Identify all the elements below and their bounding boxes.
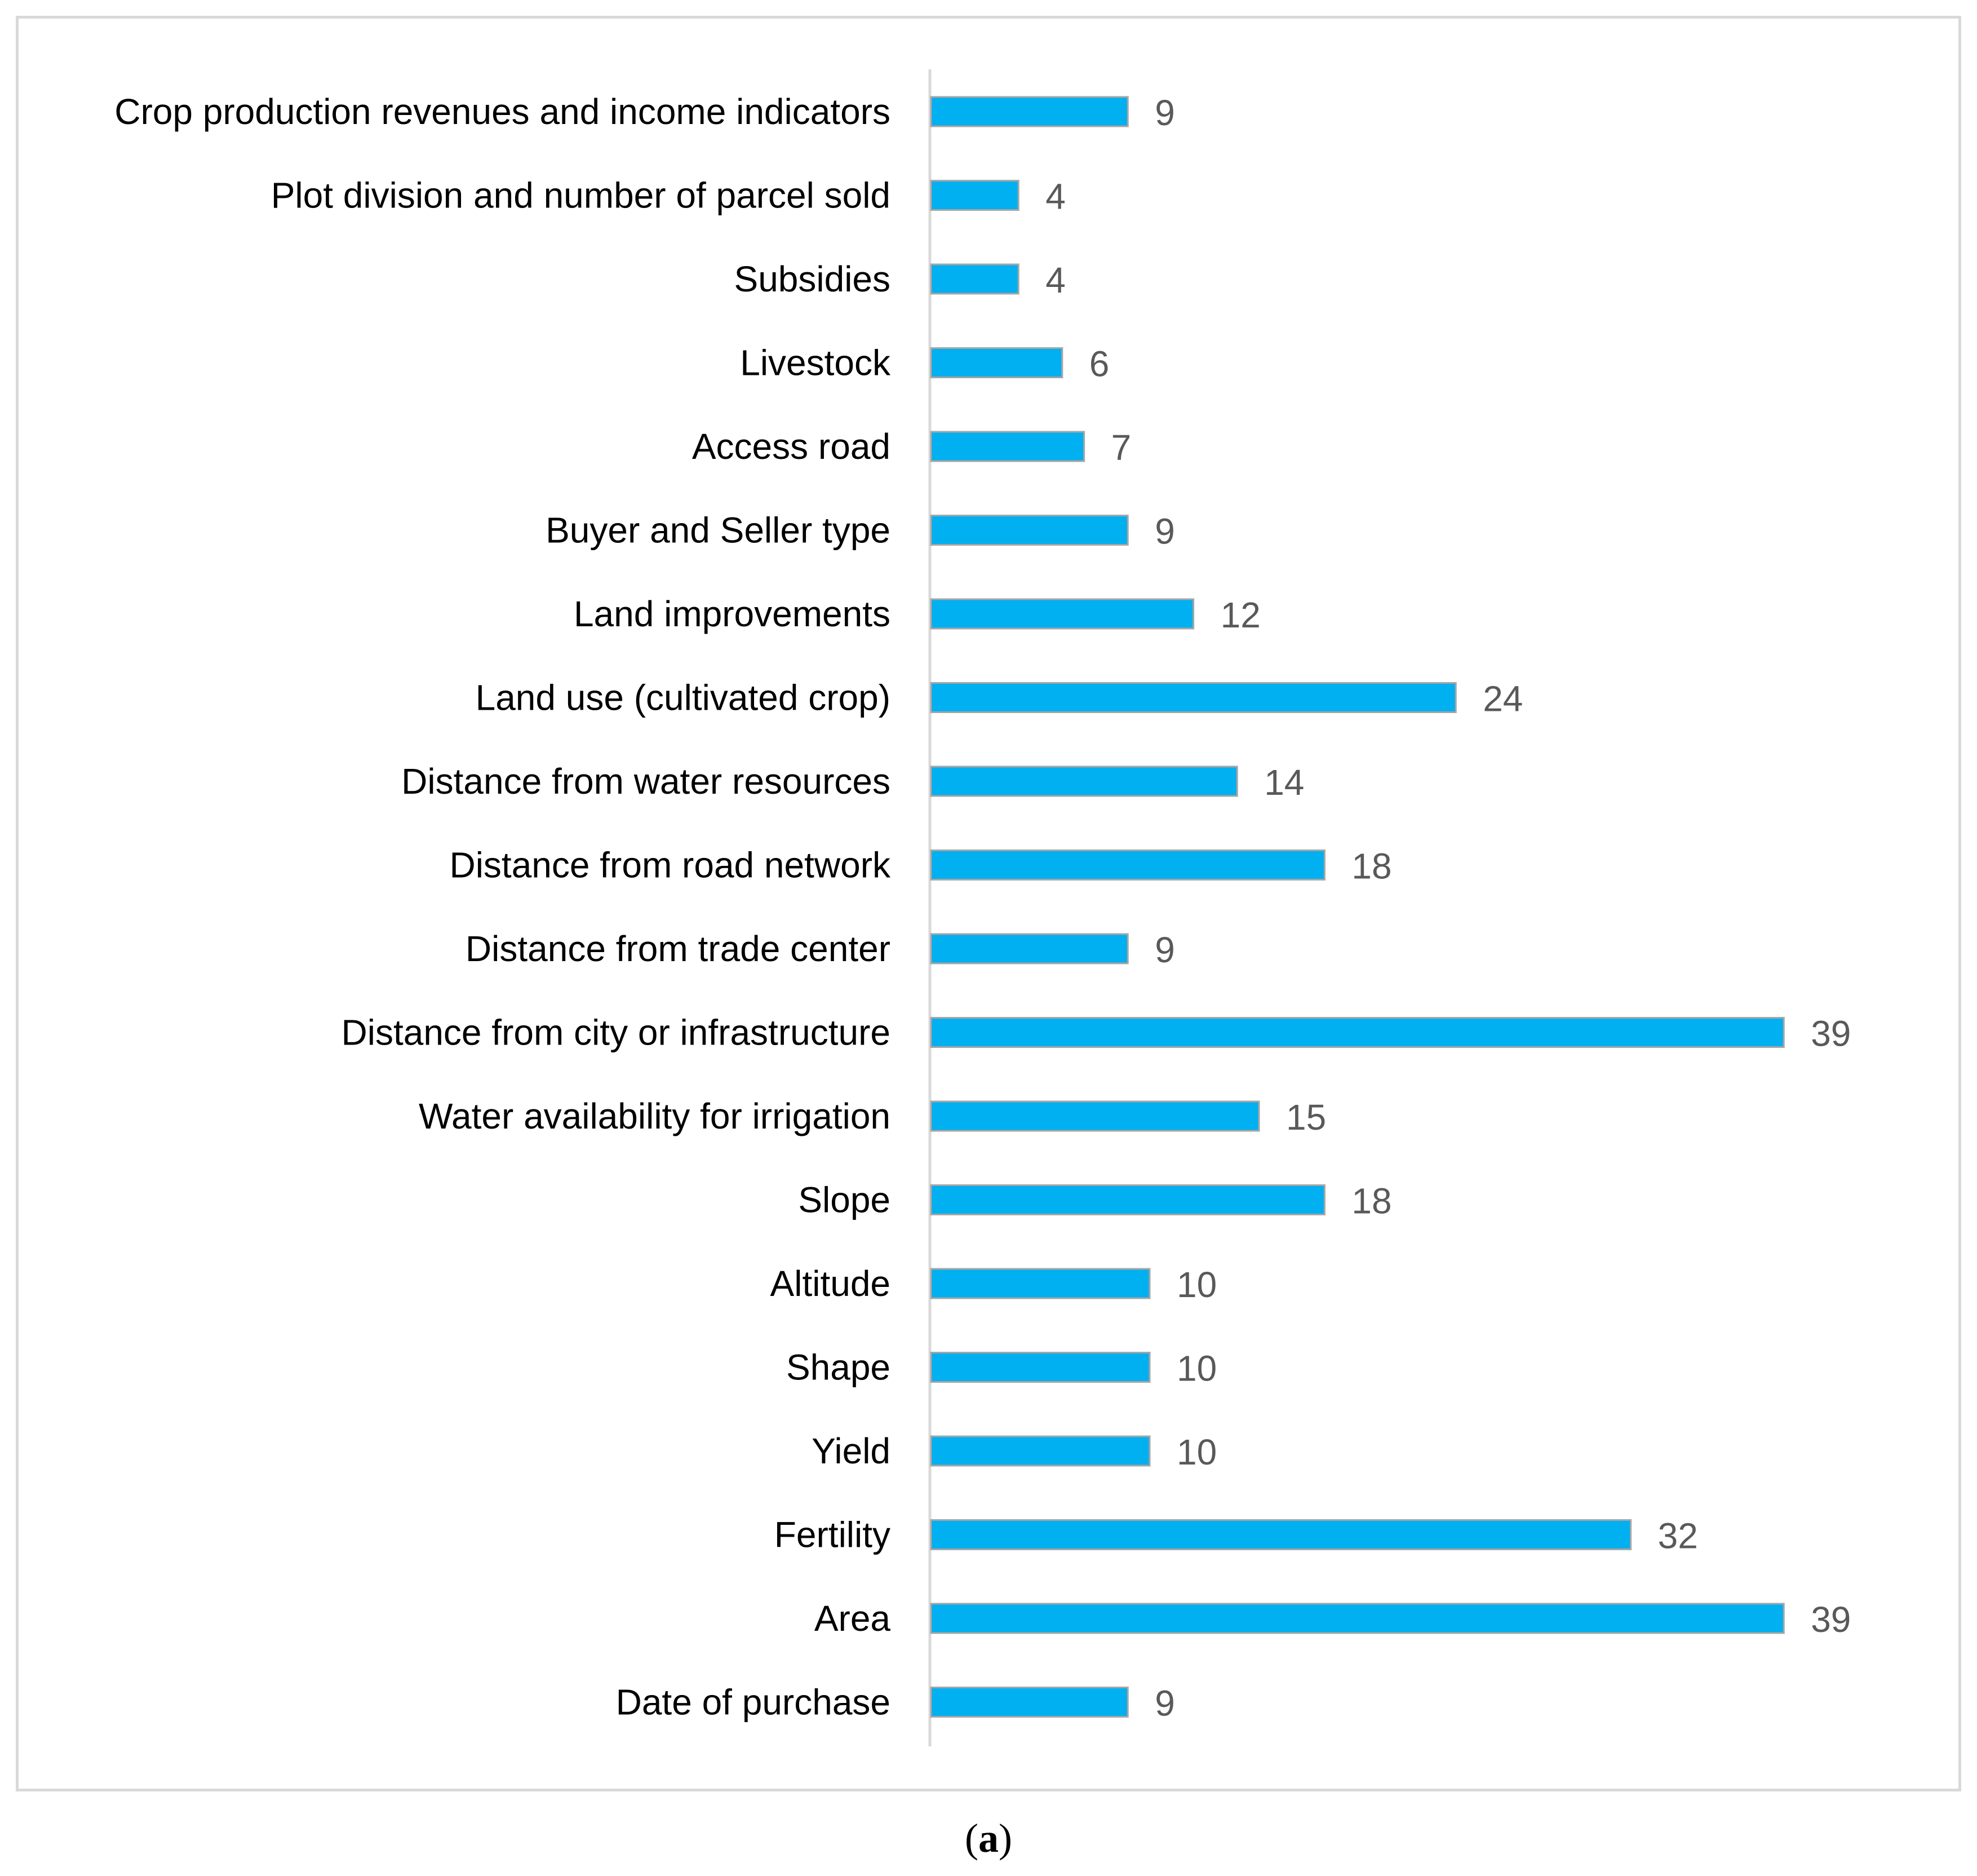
category-label: Buyer and Seller type (546, 510, 890, 551)
category-label: Fertility (774, 1515, 890, 1555)
bar (930, 347, 1063, 378)
category-label: Date of purchase (616, 1682, 890, 1723)
category-label: Area (814, 1598, 891, 1639)
data-label: 18 (1351, 1181, 1391, 1222)
bar (930, 1435, 1151, 1467)
data-label: 4 (1045, 176, 1066, 217)
data-label: 39 (1811, 1599, 1851, 1640)
data-label: 9 (1155, 92, 1175, 133)
bar (930, 1184, 1326, 1215)
caption-open: ( (965, 1816, 978, 1861)
data-label: 10 (1177, 1348, 1217, 1389)
category-label: Plot division and number of parcel sold (271, 175, 890, 216)
chart-frame: Crop production revenues and income indi… (16, 16, 1961, 1791)
category-label: Access road (692, 426, 890, 467)
bar-chart: Crop production revenues and income indi… (114, 69, 1851, 1746)
category-label: Land improvements (574, 594, 890, 634)
bar (930, 682, 1457, 713)
category-label: Water availability for irrigation (419, 1096, 890, 1136)
data-label: 18 (1351, 846, 1391, 887)
category-label: Land use (cultivated crop) (476, 678, 890, 718)
data-label: 4 (1045, 260, 1066, 300)
category-label: Subsidies (734, 259, 891, 299)
bar (930, 1519, 1632, 1550)
data-label: 32 (1658, 1516, 1698, 1556)
category-label: Distance from water resources (401, 761, 890, 802)
caption-letter: a (978, 1816, 999, 1861)
bar (930, 849, 1326, 881)
data-label: 24 (1483, 679, 1523, 719)
bar (930, 598, 1195, 630)
bar (930, 1687, 1129, 1718)
data-label: 9 (1155, 511, 1175, 552)
category-label: Crop production revenues and income indi… (114, 91, 890, 132)
category-label: Distance from city or infrastructure (342, 1012, 891, 1053)
data-label: 12 (1221, 595, 1261, 635)
bar (930, 96, 1129, 127)
data-label: 10 (1177, 1432, 1217, 1472)
category-label: Slope (798, 1180, 890, 1220)
bar (930, 1352, 1151, 1383)
data-label: 7 (1111, 427, 1132, 468)
data-label: 10 (1177, 1264, 1217, 1305)
category-label: Livestock (740, 343, 891, 383)
category-label: Distance from road network (449, 845, 891, 886)
data-label: 39 (1811, 1014, 1851, 1054)
figure-caption: (a) (0, 1815, 1977, 1862)
bar (930, 515, 1129, 546)
category-label: Shape (786, 1347, 890, 1388)
category-label: Altitude (770, 1263, 890, 1304)
bar (930, 431, 1085, 462)
category-label: Distance from trade center (466, 928, 890, 969)
bar (930, 1017, 1785, 1048)
bar (930, 1100, 1260, 1132)
bar (930, 1603, 1785, 1634)
data-label: 9 (1155, 1683, 1175, 1724)
data-label: 15 (1286, 1097, 1326, 1138)
bar (930, 933, 1129, 964)
bar (930, 180, 1019, 211)
bar (930, 766, 1238, 797)
caption-close: ) (999, 1816, 1012, 1861)
data-label: 9 (1155, 930, 1175, 970)
bar (930, 1268, 1151, 1299)
data-label: 6 (1089, 344, 1110, 384)
data-label: 14 (1264, 762, 1304, 803)
category-label: Yield (812, 1431, 890, 1471)
bar (930, 263, 1019, 295)
